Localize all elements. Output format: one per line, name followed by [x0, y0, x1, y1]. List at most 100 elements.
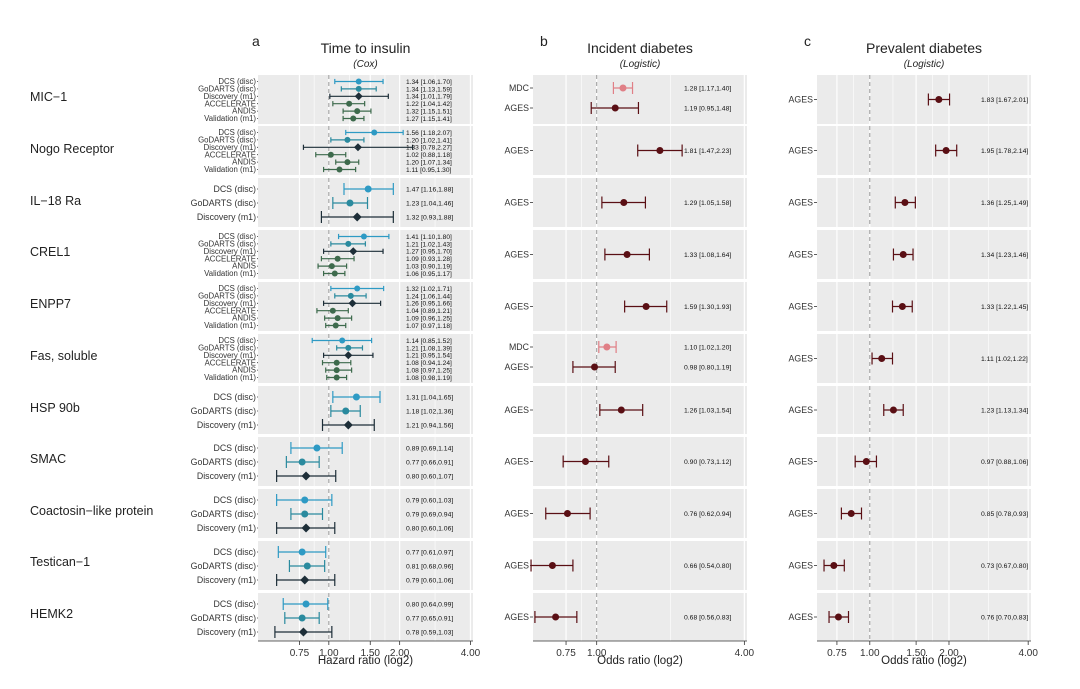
point-estimate-a-0-0 [355, 78, 362, 85]
point-estimate-b-2-0 [620, 199, 628, 206]
row-label-a-8-2: Discovery (m1) [197, 523, 256, 533]
panel-b-block-0 [533, 75, 747, 124]
panel-letter-a: a [252, 33, 260, 49]
value-label-a-10-2: 0.78 [0.59,1.03] [406, 630, 453, 637]
x-tick-label-a-1: 1.00 [319, 648, 339, 659]
point-estimate-b-5-0 [603, 343, 611, 351]
point-estimate-a-5-5 [333, 374, 340, 381]
x-axis-title-c: Odds ratio (log2) [881, 655, 967, 667]
point-estimate-c-2-0 [901, 199, 909, 206]
row-label-a-0-2: Discovery (m1) [204, 92, 257, 101]
point-estimate-a-9-1 [303, 562, 311, 570]
value-label-a-5-2: 1.21 [0.95,1.54] [406, 353, 452, 360]
point-estimate-b-1-0 [656, 147, 664, 154]
row-label-c-9-0: AGES [789, 561, 814, 571]
panel-title-a: Time to insulin [321, 40, 411, 56]
point-estimate-a-6-0 [352, 393, 360, 401]
point-estimate-b-0-0 [619, 84, 627, 92]
row-label-a-4-2: Discovery (m1) [204, 299, 257, 308]
row-label-b-5-0: MDC [509, 342, 530, 352]
value-label-a-4-0: 1.32 [1.02,1.71] [406, 286, 452, 293]
point-estimate-a-4-3 [329, 307, 336, 314]
value-label-a-2-0: 1.47 [1.16,1.88] [406, 187, 453, 194]
value-label-a-6-1: 1.18 [1.02,1.36] [406, 409, 453, 416]
panel-c-block-2 [817, 178, 1031, 227]
value-label-c-5-0: 1.11 [1.02,1.22] [981, 356, 1028, 363]
row-label-b-5-1: AGES [505, 362, 530, 372]
point-estimate-a-10-0 [302, 600, 310, 608]
value-label-a-4-2: 1.26 [0.95,1.66] [406, 301, 452, 308]
value-label-b-0-0: 1.28 [1.17,1.40] [684, 86, 731, 93]
value-label-b-6-0: 1.26 [1.03,1.54] [684, 408, 731, 415]
value-label-a-1-3: 1.02 [0.88,1.18] [406, 152, 452, 159]
value-label-b-3-0: 1.33 [1.08,1.64] [684, 252, 731, 259]
protein-label-2: IL−18 Ra [30, 194, 81, 208]
row-label-b-10-0: AGES [505, 612, 530, 622]
protein-label-7: SMAC [30, 452, 66, 466]
value-label-a-1-2: 1.33 [0.78,2.27] [406, 145, 452, 152]
panel-b-block-5 [533, 334, 747, 383]
point-estimate-a-8-1 [301, 510, 309, 518]
point-estimate-a-6-2 [343, 420, 353, 430]
row-label-a-5-0: DCS (disc) [218, 336, 256, 345]
panel-c-block-9 [817, 541, 1031, 590]
protein-label-10: HEMK2 [30, 607, 73, 621]
value-label-a-0-1: 1.34 [1.13,1.59] [406, 86, 452, 93]
point-estimate-a-5-3 [333, 359, 340, 366]
panel-a-block-1 [258, 126, 473, 175]
row-label-b-2-0: AGES [505, 198, 530, 208]
row-label-a-1-1: GoDARTS (disc) [198, 136, 256, 145]
value-label-b-10-0: 0.68 [0.56,0.83] [684, 615, 731, 622]
value-label-a-9-1: 0.81 [0.68,0.96] [406, 564, 453, 571]
row-label-a-9-2: Discovery (m1) [197, 575, 256, 585]
point-estimate-a-1-2 [353, 143, 362, 152]
point-estimate-a-0-3 [346, 100, 353, 107]
panel-a-block-4 [258, 282, 473, 331]
row-label-a-8-0: DCS (disc) [213, 495, 256, 505]
row-label-a-3-2: Discovery (m1) [204, 247, 257, 256]
point-estimate-c-10-0 [834, 613, 842, 621]
row-label-a-5-2: Discovery (m1) [204, 351, 257, 360]
row-label-a-7-2: Discovery (m1) [197, 471, 256, 481]
panel-a-block-6 [258, 386, 473, 434]
row-label-c-6-0: AGES [789, 405, 814, 415]
value-label-a-1-1: 1.20 [1.02,1.41] [406, 137, 452, 144]
value-label-a-2-1: 1.23 [1.04,1.46] [406, 201, 453, 208]
row-label-a-3-1: GoDARTS (disc) [198, 240, 256, 249]
row-label-a-3-4: ANDIS [232, 262, 256, 271]
row-label-b-4-0: AGES [505, 302, 530, 312]
point-estimate-a-7-0 [313, 444, 321, 452]
row-label-a-2-0: DCS (disc) [213, 184, 256, 194]
value-label-c-8-0: 0.85 [0.78,0.93] [981, 511, 1028, 518]
value-label-a-0-4: 1.32 [1.15,1.51] [406, 109, 452, 116]
x-tick-label-b-0: 0.75 [556, 648, 576, 659]
point-estimate-a-9-0 [298, 548, 306, 556]
point-estimate-a-4-0 [354, 285, 361, 292]
value-label-c-2-0: 1.36 [1.25,1.49] [981, 200, 1028, 207]
panel-c-block-10 [817, 593, 1031, 641]
point-estimate-a-5-2 [344, 351, 353, 360]
value-label-a-3-1: 1.21 [1.02,1.43] [406, 241, 452, 248]
point-estimate-a-1-1 [344, 136, 351, 143]
value-label-a-6-0: 1.31 [1.04,1.65] [406, 395, 453, 402]
protein-label-1: Nogo Receptor [30, 142, 114, 156]
row-label-c-5-0: AGES [789, 354, 814, 364]
panel-c-block-0 [817, 75, 1031, 124]
row-label-a-2-2: Discovery (m1) [197, 212, 256, 222]
row-label-a-5-4: ANDIS [232, 366, 256, 375]
panel-c-block-5 [817, 334, 1031, 383]
x-tick-label-a-0: 0.75 [290, 648, 310, 659]
point-estimate-c-8-0 [847, 510, 855, 517]
point-estimate-a-5-0 [339, 337, 346, 344]
row-label-a-0-3: ACCELERATE [205, 99, 256, 108]
value-label-c-3-0: 1.34 [1.23,1.46] [981, 252, 1028, 259]
value-label-b-1-0: 1.81 [1.47,2.23] [684, 148, 731, 155]
protein-label-6: HSP 90b [30, 401, 80, 415]
value-label-a-5-0: 1.14 [0.85,1.52] [406, 338, 452, 345]
value-label-a-5-4: 1.08 [0.97,1.25] [406, 368, 452, 375]
panel-c-block-6 [817, 386, 1031, 434]
row-label-a-3-0: DCS (disc) [218, 232, 256, 241]
row-label-a-7-1: GoDARTS (disc) [191, 457, 256, 467]
row-label-a-4-0: DCS (disc) [218, 284, 256, 293]
